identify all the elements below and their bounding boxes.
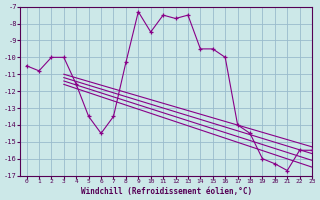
X-axis label: Windchill (Refroidissement éolien,°C): Windchill (Refroidissement éolien,°C) bbox=[81, 187, 252, 196]
